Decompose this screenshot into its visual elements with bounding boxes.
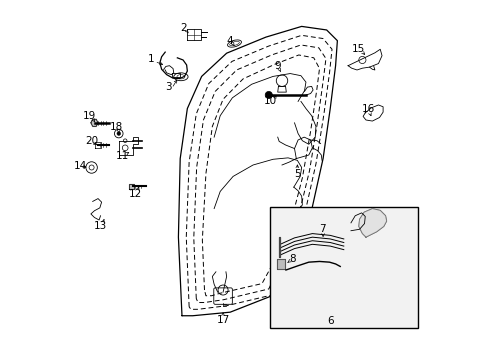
Text: 16: 16 — [362, 104, 375, 113]
Bar — [269, 207, 417, 328]
Text: 12: 12 — [129, 189, 142, 199]
Text: 9: 9 — [274, 61, 281, 71]
Polygon shape — [277, 259, 285, 269]
Text: 5: 5 — [293, 168, 300, 179]
Text: 18: 18 — [110, 122, 123, 132]
Polygon shape — [358, 208, 386, 237]
Text: 3: 3 — [165, 82, 172, 92]
Text: 8: 8 — [289, 254, 295, 264]
Text: 15: 15 — [351, 44, 365, 54]
Circle shape — [264, 91, 272, 99]
Text: 2: 2 — [180, 23, 187, 33]
Text: 4: 4 — [226, 36, 233, 46]
Text: 13: 13 — [94, 221, 107, 231]
Text: 20: 20 — [85, 136, 98, 147]
Text: 7: 7 — [318, 224, 325, 234]
Text: 10: 10 — [263, 96, 276, 107]
Polygon shape — [91, 119, 98, 126]
Text: 17: 17 — [216, 315, 229, 325]
Text: 14: 14 — [74, 161, 87, 171]
Polygon shape — [278, 237, 280, 257]
Circle shape — [117, 132, 121, 135]
Text: 19: 19 — [82, 111, 96, 121]
Text: 6: 6 — [326, 316, 333, 326]
Polygon shape — [129, 184, 134, 189]
Text: 11: 11 — [116, 151, 129, 161]
Text: 1: 1 — [148, 54, 155, 64]
